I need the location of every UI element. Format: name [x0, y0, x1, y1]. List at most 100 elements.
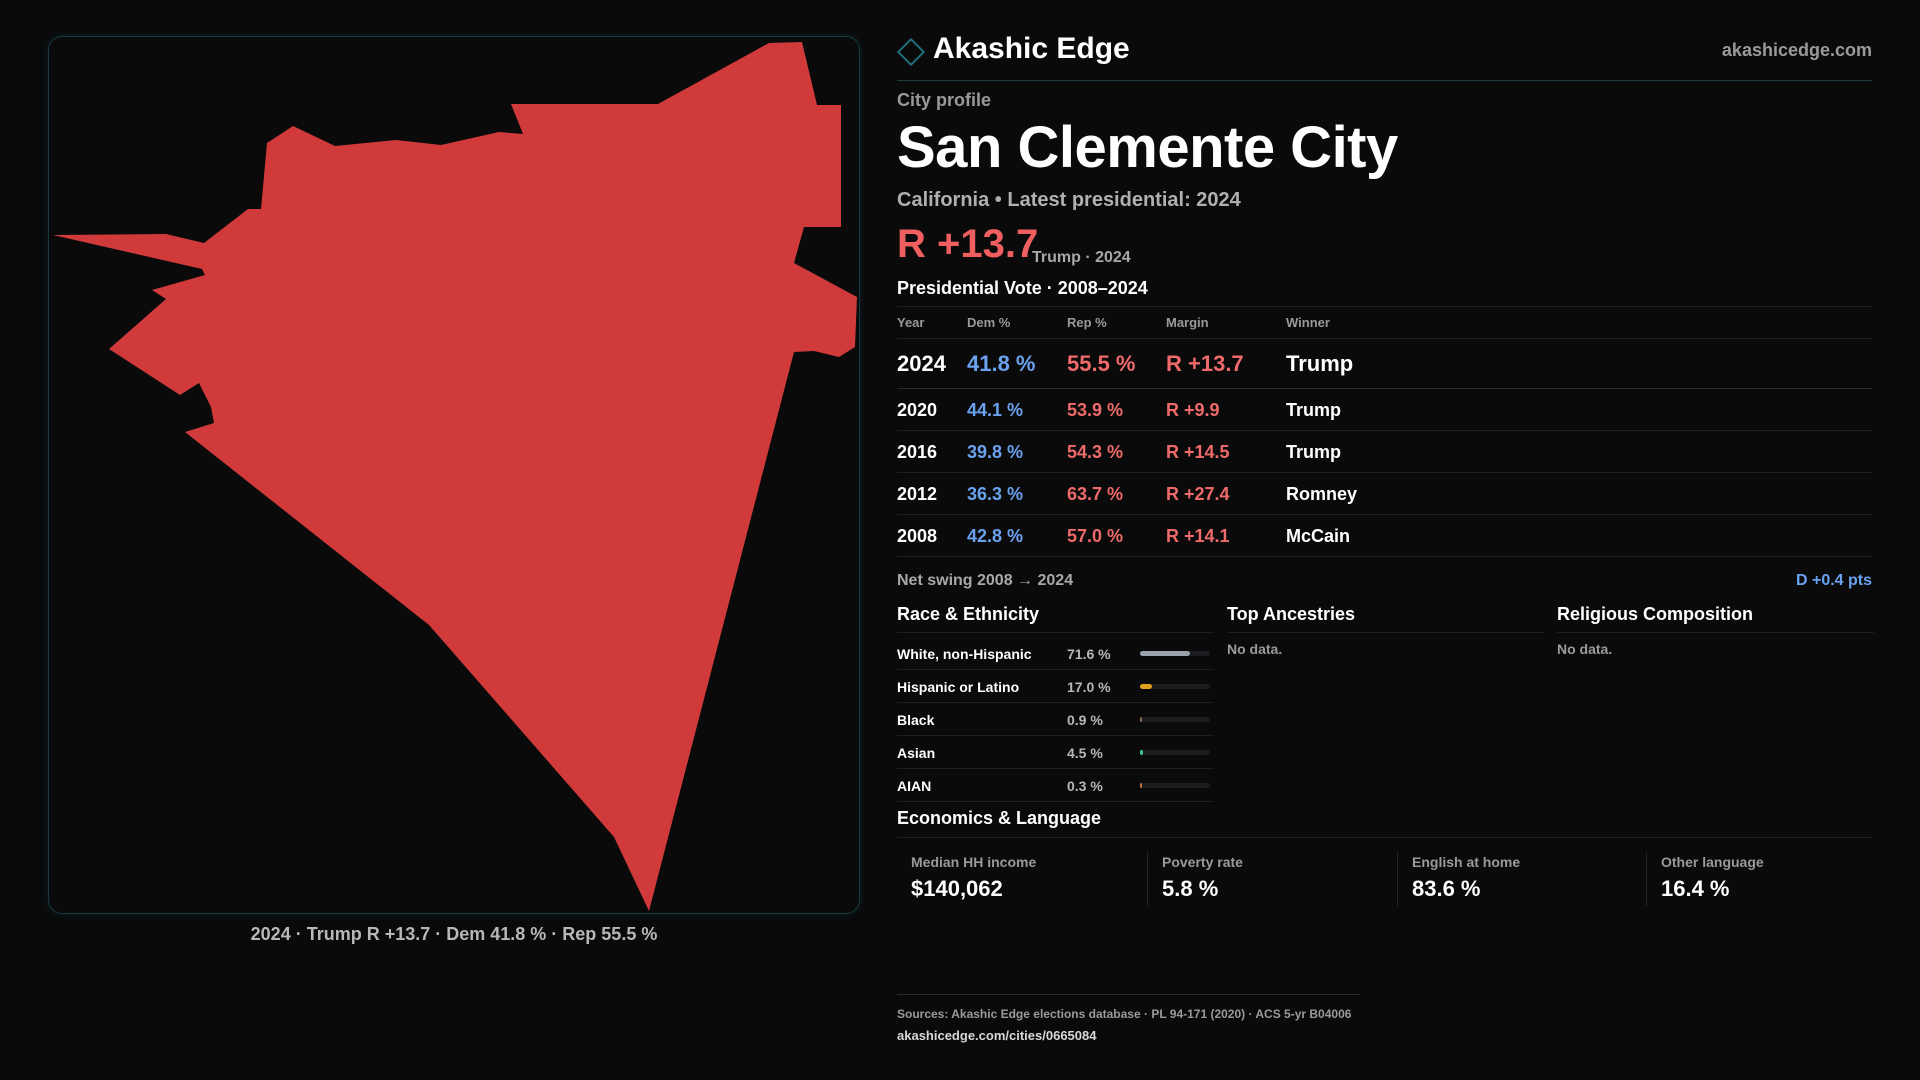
sources-url[interactable]: akashicedge.com/cities/0665084 [897, 1028, 1097, 1043]
table-row: 2008 42.8 % 57.0 % R +14.1 McCain [897, 515, 1872, 557]
race-bar-fill [1140, 684, 1152, 689]
page-title: San Clemente City [897, 115, 1398, 180]
religion-section: Religious Composition No data. [1557, 604, 1874, 657]
econ-label: English at home [1412, 854, 1521, 870]
row-winner: Romney [1286, 484, 1358, 504]
table-row: 2024 41.8 % 55.5 % R +13.7 Trump [897, 339, 1872, 389]
header-rep: Rep % [1067, 315, 1107, 330]
economics-section-title: Economics & Language [897, 808, 1872, 838]
table-row: 2020 44.1 % 53.9 % R +9.9 Trump [897, 389, 1872, 431]
race-bar-fill [1140, 783, 1142, 788]
header-dem: Dem % [967, 315, 1011, 330]
race-pct: 4.5 % [1067, 745, 1103, 761]
ancestries-empty: No data. [1227, 641, 1283, 657]
row-margin: R +13.7 [1166, 351, 1244, 376]
race-bar-fill [1140, 750, 1144, 755]
vote-table-header: Year Dem % Rep % Margin Winner [897, 306, 1872, 339]
row-winner: Trump [1286, 442, 1342, 462]
race-pct: 17.0 % [1067, 679, 1111, 695]
econ-value: 16.4 % [1661, 876, 1730, 901]
table-row: 2016 39.8 % 54.3 % R +14.5 Trump [897, 431, 1872, 473]
race-name: Black [897, 712, 935, 728]
diamond-logo-icon [896, 37, 926, 67]
header-year: Year [897, 315, 925, 330]
ancestries-section-title: Top Ancestries [1227, 604, 1544, 633]
vote-table: Year Dem % Rep % Margin Winner 2024 41.8… [897, 306, 1872, 557]
race-bar-track [1140, 783, 1210, 788]
race-bar-track [1140, 750, 1210, 755]
row-dem: 36.3 % [967, 484, 1024, 504]
race-pct: 0.3 % [1067, 778, 1103, 794]
race-name: White, non-Hispanic [897, 646, 1032, 662]
map-caption: 2024 · Trump R +13.7 · Dem 41.8 % · Rep … [250, 924, 658, 944]
row-margin: R +9.9 [1166, 400, 1220, 420]
econ-stat-english: English at home 83.6 % [1397, 852, 1638, 906]
race-bar-fill [1140, 651, 1191, 656]
row-rep: 55.5 % [1067, 351, 1136, 376]
row-dem: 39.8 % [967, 442, 1024, 462]
row-year: 2024 [897, 351, 946, 376]
latest-margin: R +13.7 [897, 222, 1039, 266]
race-pct: 0.9 % [1067, 712, 1103, 728]
row-year: 2012 [897, 484, 938, 504]
religion-empty: No data. [1557, 641, 1613, 657]
race-section: Race & Ethnicity White, non-Hispanic 71.… [897, 604, 1214, 802]
race-row: White, non-Hispanic 71.6 % [897, 637, 1214, 670]
religion-section-title: Religious Composition [1557, 604, 1874, 633]
row-winner: Trump [1286, 400, 1342, 420]
row-dem: 44.1 % [967, 400, 1024, 420]
econ-stat-income: Median HH income $140,062 [897, 852, 1137, 906]
table-row: 2012 36.3 % 63.7 % R +27.4 Romney [897, 473, 1872, 515]
net-swing-value: D +0.4 pts [1795, 572, 1872, 589]
race-name: AIAN [897, 778, 932, 794]
race-row: AIAN 0.3 % [897, 769, 1214, 802]
econ-value: 83.6 % [1412, 876, 1481, 901]
latest-margin-note: Trump · 2024 [1032, 249, 1131, 266]
row-year: 2016 [897, 442, 938, 462]
row-winner: Trump [1286, 351, 1354, 376]
econ-label: Poverty rate [1162, 854, 1243, 870]
row-margin: R +14.5 [1166, 442, 1230, 462]
row-rep: 57.0 % [1067, 526, 1124, 546]
race-row: Hispanic or Latino 17.0 % [897, 670, 1214, 703]
sources-text: Sources: Akashic Edge elections database… [897, 1007, 1352, 1021]
econ-stat-other-language: Other language 16.4 % [1646, 852, 1887, 906]
race-row: Asian 4.5 % [897, 736, 1214, 769]
race-pct: 71.6 % [1067, 646, 1111, 662]
header-winner: Winner [1286, 315, 1330, 330]
race-section-title: Race & Ethnicity [897, 604, 1214, 633]
race-bar-track [1140, 717, 1210, 722]
econ-value: $140,062 [911, 876, 1003, 901]
net-swing: Net swing 2008 → 2024 D +0.4 pts [897, 572, 1872, 594]
ancestries-section: Top Ancestries No data. [1227, 604, 1544, 657]
econ-value: 5.8 % [1162, 876, 1219, 901]
sources-footer: Sources: Akashic Edge elections database… [897, 994, 1360, 1043]
city-boundary-shape [53, 42, 857, 911]
race-name: Hispanic or Latino [897, 679, 1020, 695]
brand-name: Akashic Edge [933, 32, 1130, 65]
race-bar-track [1140, 651, 1210, 656]
header-margin: Margin [1166, 315, 1209, 330]
row-dem: 41.8 % [967, 351, 1036, 376]
city-boundary-map [53, 42, 857, 911]
row-margin: R +27.4 [1166, 484, 1230, 504]
row-rep: 53.9 % [1067, 400, 1124, 420]
city-map [48, 36, 860, 914]
race-row: Black 0.9 % [897, 703, 1214, 736]
row-rep: 54.3 % [1067, 442, 1124, 462]
net-swing-label: Net swing 2008 → 2024 [897, 572, 1074, 589]
row-rep: 63.7 % [1067, 484, 1124, 504]
row-dem: 42.8 % [967, 526, 1024, 546]
site-link[interactable]: akashicedge.com [1721, 40, 1872, 60]
header: Akashic Edge akashicedge.com [896, 32, 1872, 81]
race-bar-track [1140, 684, 1210, 689]
econ-label: Median HH income [911, 854, 1037, 870]
race-bar-fill [1140, 717, 1142, 722]
vote-section-title: Presidential Vote · 2008–2024 [897, 278, 1148, 298]
profile-kicker: City profile [897, 90, 992, 110]
row-winner: McCain [1286, 526, 1351, 546]
econ-stat-poverty: Poverty rate 5.8 % [1147, 852, 1388, 906]
page-subtitle: California • Latest presidential: 2024 [897, 189, 1241, 211]
econ-label: Other language [1661, 854, 1764, 870]
race-name: Asian [897, 745, 936, 761]
